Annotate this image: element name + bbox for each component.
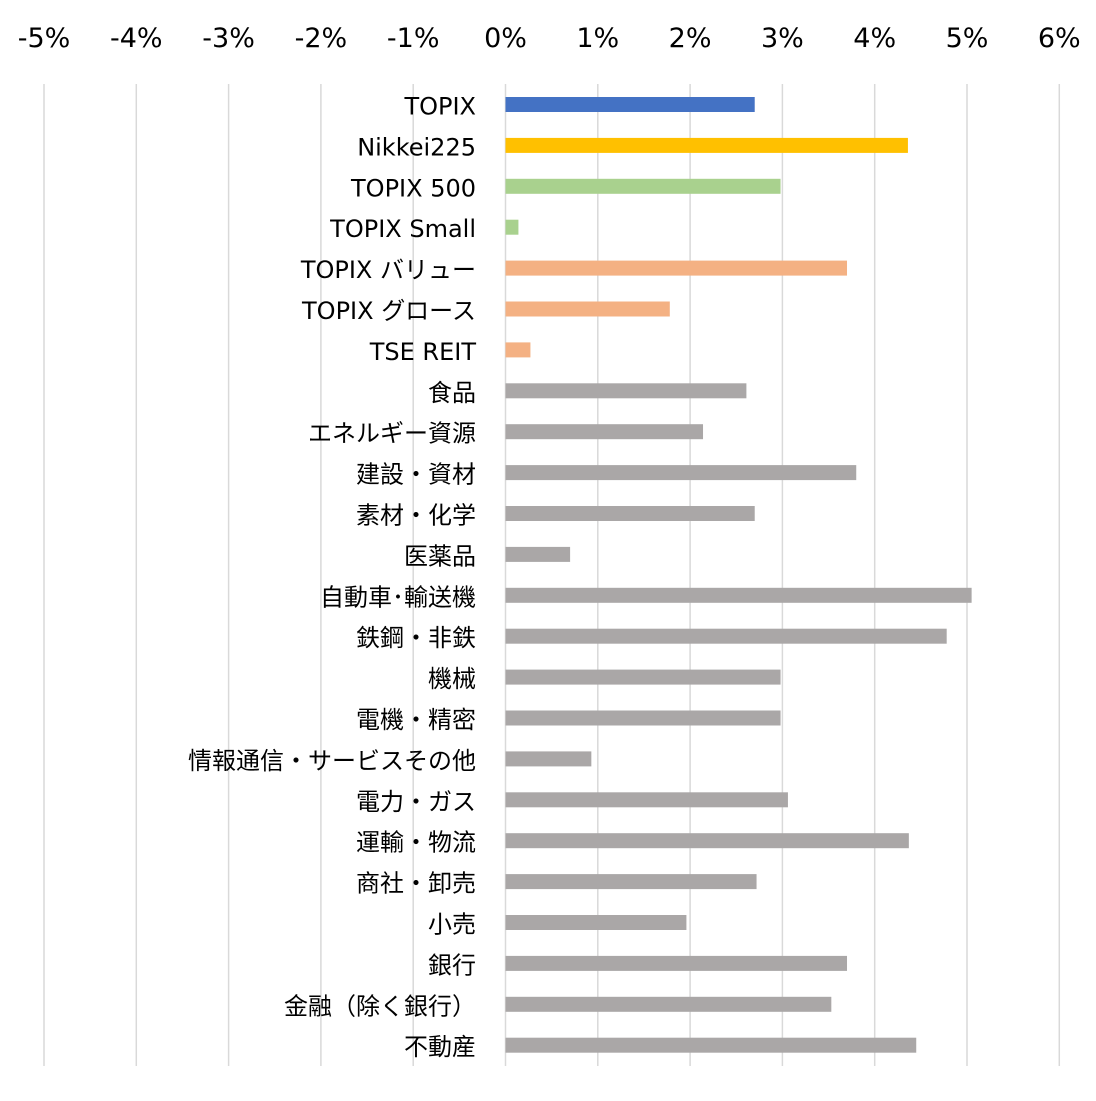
- category-label: 銀行: [428, 951, 476, 979]
- category-label: 食品: [428, 379, 476, 407]
- bar: [505, 137, 908, 153]
- bar: [505, 996, 832, 1012]
- bar: [505, 587, 972, 603]
- bar: [505, 955, 848, 971]
- category-label: エネルギー資源: [308, 420, 476, 448]
- gridlines: [43, 84, 1061, 1066]
- category-label: 建設・資材: [356, 461, 476, 489]
- bar: [505, 301, 670, 317]
- category-label: TSE REIT: [369, 338, 477, 366]
- category-labels: TOPIX Nikkei225 TOPIX 500 TOPIX Small TOPIX …: [188, 93, 476, 1062]
- bars: [505, 97, 972, 1053]
- category-label: 金融（除く銀行）: [284, 992, 476, 1020]
- category-label: 機械: [428, 665, 476, 693]
- x-tick-label: -5%: [18, 23, 71, 54]
- bar: [505, 506, 755, 521]
- category-label: 不動産: [404, 1033, 476, 1061]
- category-label: 自動車･輸送機: [320, 583, 476, 611]
- category-label: 運輸・物流: [356, 829, 476, 857]
- category-label: 電機・精密: [356, 706, 476, 734]
- x-tick-label: 4%: [853, 23, 896, 54]
- x-tick-label: 3%: [761, 23, 804, 54]
- category-label: TOPIX Small: [329, 215, 476, 243]
- bar: [505, 97, 755, 112]
- x-tick-label: -3%: [202, 23, 255, 54]
- bar: [505, 546, 571, 562]
- bar: [505, 260, 848, 276]
- category-label: TOPIX グロース: [301, 297, 476, 325]
- category-label: 鉄鋼・非鉄: [356, 624, 476, 652]
- bar: [505, 465, 857, 481]
- x-tick-label: 2%: [669, 23, 712, 54]
- bar: [505, 669, 781, 685]
- x-tick-label: -1%: [387, 23, 440, 54]
- bar: [505, 1037, 917, 1053]
- x-tick-label: 5%: [946, 23, 989, 54]
- bar: [505, 178, 781, 194]
- x-tick-label: 0%: [484, 23, 527, 54]
- bar: [505, 833, 909, 849]
- bar: [505, 792, 788, 808]
- category-label: 電力・ガス: [356, 788, 476, 816]
- x-tick-label: -2%: [295, 23, 348, 54]
- category-label: TOPIX バリュー: [300, 256, 476, 284]
- bar: [505, 710, 781, 726]
- category-label: TOPIX 500: [350, 174, 476, 202]
- category-label: 医薬品: [404, 542, 476, 570]
- category-label: 小売: [428, 911, 476, 939]
- bar: [505, 915, 687, 930]
- x-tick-label: 1%: [576, 23, 619, 54]
- category-label: 素材・化学: [356, 502, 476, 530]
- category-label: 情報通信・サービスその他: [188, 747, 476, 775]
- bar: [505, 383, 747, 399]
- category-label: 商社・卸売: [356, 870, 476, 898]
- x-tick-label: -4%: [110, 23, 163, 54]
- bar: [505, 342, 531, 358]
- category-label: TOPIX: [403, 93, 476, 121]
- category-label: Nikkei225: [357, 133, 476, 161]
- bar: [505, 874, 757, 890]
- bar: [505, 751, 592, 767]
- bar: [505, 424, 704, 440]
- x-axis-tick-labels: -5% -4% -3% -2% -1% 0% 1% 2% 3% 4% 5% 6%: [18, 23, 1081, 54]
- x-tick-label: 6%: [1038, 23, 1081, 54]
- bar: [505, 219, 519, 235]
- bar: [505, 628, 947, 644]
